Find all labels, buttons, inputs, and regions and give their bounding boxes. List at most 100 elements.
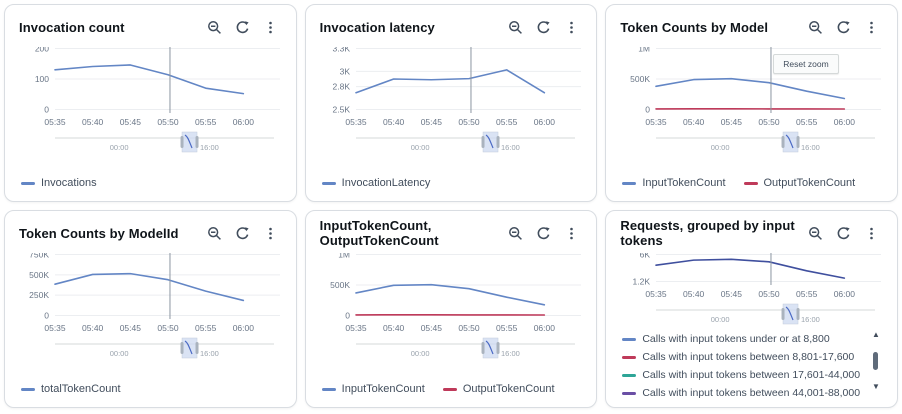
zoom-out-button[interactable] [504,16,526,38]
time-scrubber[interactable]: 00:00 16:00 [19,337,282,361]
svg-text:05:35: 05:35 [44,323,66,333]
zoom-out-button[interactable] [504,222,526,244]
svg-text:00:00: 00:00 [110,143,129,152]
kebab-menu-button[interactable] [260,222,282,244]
scrubber-handle-right [796,136,800,148]
time-scrubber[interactable]: 00:00 16:00 [620,131,883,155]
legend-swatch-icon [743,181,758,185]
svg-text:05:40: 05:40 [683,117,705,127]
zoom-out-icon [508,226,522,240]
scrubber-handle-left [481,342,485,354]
legend-item[interactable]: Calls with input tokens under or at 8,80… [622,333,830,345]
svg-text:05:45: 05:45 [420,323,442,333]
svg-text:200: 200 [35,47,49,54]
svg-text:05:55: 05:55 [496,117,518,127]
svg-text:750K: 750K [29,253,49,260]
scrubber-handle-left [180,136,184,148]
svg-text:16:00: 16:00 [501,143,520,152]
svg-text:05:35: 05:35 [345,323,367,333]
refresh-button[interactable] [833,222,855,244]
legend-label: OutputTokenCount [763,177,856,189]
legend-scrollbar: ▲ ▼ [871,331,881,391]
zoom-out-icon [208,226,222,240]
legend-swatch-icon [321,387,336,391]
svg-text:1M: 1M [338,253,350,260]
svg-text:05:50: 05:50 [759,117,781,127]
zoom-out-button[interactable] [805,16,827,38]
refresh-icon [838,20,851,33]
scrubber-canvas: 00:00 16:00 [55,131,274,153]
legend-label: Calls with input tokens between 44,001-8… [642,387,861,399]
legend-item[interactable]: totalTokenCount [21,383,121,395]
kebab-menu-icon [570,21,573,33]
scrubber-handle-left [180,342,184,354]
legend-item[interactable]: Calls with input tokens between 8,801-17… [622,351,854,363]
scrubber-handle-right [496,342,500,354]
panel-toolbar [504,16,582,38]
time-scrubber[interactable]: 00:00 16:00 [19,131,282,155]
legend-swatch-icon [21,387,35,391]
legend-scroll-area: Calls with input tokens under or at 8,80… [620,329,883,399]
legend-label: Calls with input tokens between 17,601-4… [642,369,861,381]
legend-item[interactable]: InputTokenCount [321,383,425,395]
reset-zoom-button[interactable]: Reset zoom [773,54,839,74]
kebab-menu-button[interactable] [861,222,883,244]
kebab-menu-button[interactable] [861,16,883,38]
kebab-menu-icon [269,227,272,239]
panel-header: Token Counts by Model [620,15,883,39]
refresh-button[interactable] [833,16,855,38]
kebab-menu-button[interactable] [560,222,582,244]
refresh-button[interactable] [532,16,554,38]
scroll-down-icon[interactable]: ▼ [872,382,880,391]
scrollbar-thumb[interactable] [873,352,879,370]
legend-swatch-icon [622,181,637,185]
refresh-button[interactable] [232,222,254,244]
legend-item[interactable]: OutputTokenCount [442,383,555,395]
line-chart: 1M 500K 0 05:35 05:40 05:45 05:50 05:55 06:00 Res… [620,47,883,129]
legend-label: Invocations [41,177,97,189]
legend-item[interactable]: OutputTokenCount [743,177,856,189]
chart-legend: Calls with input tokens under or at 8,80… [620,333,863,399]
refresh-button[interactable] [532,222,554,244]
legend-item[interactable]: Invocations [21,177,97,189]
chart-canvas: 750K 500K 250K 0 05:35 05:40 05:45 05:50 05:55 06… [29,253,280,333]
legend-item[interactable]: InvocationLatency [321,177,430,189]
legend-item[interactable]: InputTokenCount [622,177,726,189]
svg-text:00:00: 00:00 [410,349,429,358]
svg-text:06:00: 06:00 [533,323,555,333]
legend-label: InputTokenCount [642,177,726,189]
chart-legend: Invocations [19,175,282,193]
panel-title: Invocation count [19,19,125,35]
chart-legend: InputTokenCount OutputTokenCount [620,175,883,193]
panel-invocation-latency: Invocation latency 3.3K 3K 2.8K 2.5K 05:35 05… [304,4,598,202]
svg-text:05:40: 05:40 [383,117,405,127]
refresh-button[interactable] [232,16,254,38]
panel-title: Invocation latency [319,19,435,35]
scrubber-canvas: 00:00 16:00 [656,303,876,325]
legend-swatch-icon [622,373,637,377]
time-scrubber[interactable]: 00:00 16:00 [320,337,583,361]
kebab-menu-button[interactable] [560,16,582,38]
legend-label: Calls with input tokens under or at 8,80… [642,333,830,345]
scroll-up-icon[interactable]: ▲ [872,330,880,339]
zoom-out-button[interactable] [204,16,226,38]
legend-item[interactable]: Calls with input tokens between 44,001-8… [622,387,860,399]
scrubber-canvas: 00:00 16:00 [55,337,274,359]
time-scrubber[interactable]: 00:00 16:00 [620,303,883,327]
svg-text:05:50: 05:50 [157,117,179,127]
svg-text:00:00: 00:00 [711,143,730,152]
time-scrubber[interactable]: 00:00 16:00 [320,131,583,155]
kebab-menu-icon [870,21,874,33]
zoom-out-icon [508,20,522,34]
svg-text:06:00: 06:00 [233,117,255,127]
panel-header: Invocation count [19,15,282,39]
legend-item[interactable]: Calls with input tokens between 17,601-4… [622,369,860,381]
svg-text:05:55: 05:55 [195,117,217,127]
panel-header: Invocation latency [320,15,583,39]
scrubber-handle-right [496,136,500,148]
svg-text:05:55: 05:55 [496,323,518,333]
zoom-out-button[interactable] [204,222,226,244]
svg-text:500K: 500K [29,270,49,280]
zoom-out-button[interactable] [805,222,827,244]
kebab-menu-button[interactable] [260,16,282,38]
